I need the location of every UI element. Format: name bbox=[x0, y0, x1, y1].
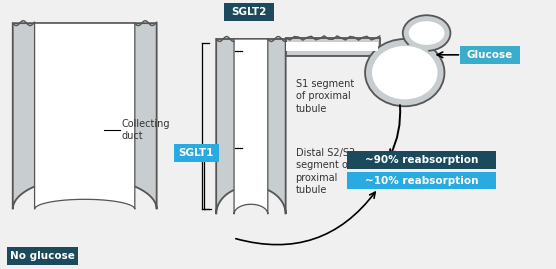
Text: ~10% reabsorption: ~10% reabsorption bbox=[365, 175, 478, 186]
FancyBboxPatch shape bbox=[347, 172, 496, 189]
FancyBboxPatch shape bbox=[460, 46, 520, 64]
Polygon shape bbox=[13, 23, 157, 209]
Text: Collecting
duct: Collecting duct bbox=[122, 119, 171, 141]
Text: SGLT1: SGLT1 bbox=[178, 148, 214, 158]
Text: S1 segment
of proximal
tubule: S1 segment of proximal tubule bbox=[296, 79, 354, 114]
Text: ~90% reabsorption: ~90% reabsorption bbox=[365, 155, 478, 165]
Polygon shape bbox=[286, 43, 378, 51]
Ellipse shape bbox=[365, 39, 444, 106]
Text: Distal S2/S3
segment of
proximal
tubule: Distal S2/S3 segment of proximal tubule bbox=[296, 148, 355, 195]
Ellipse shape bbox=[403, 15, 450, 51]
FancyBboxPatch shape bbox=[7, 247, 78, 265]
Ellipse shape bbox=[409, 21, 444, 45]
Polygon shape bbox=[234, 39, 268, 214]
FancyBboxPatch shape bbox=[173, 144, 219, 162]
Text: Glucose: Glucose bbox=[467, 50, 513, 60]
Text: No glucose: No glucose bbox=[10, 251, 75, 261]
Polygon shape bbox=[286, 38, 380, 56]
Ellipse shape bbox=[372, 46, 438, 99]
Text: SGLT2: SGLT2 bbox=[231, 7, 267, 17]
FancyBboxPatch shape bbox=[224, 3, 274, 21]
Polygon shape bbox=[216, 39, 286, 214]
FancyBboxPatch shape bbox=[347, 151, 496, 169]
Polygon shape bbox=[34, 23, 135, 209]
Ellipse shape bbox=[402, 43, 430, 71]
